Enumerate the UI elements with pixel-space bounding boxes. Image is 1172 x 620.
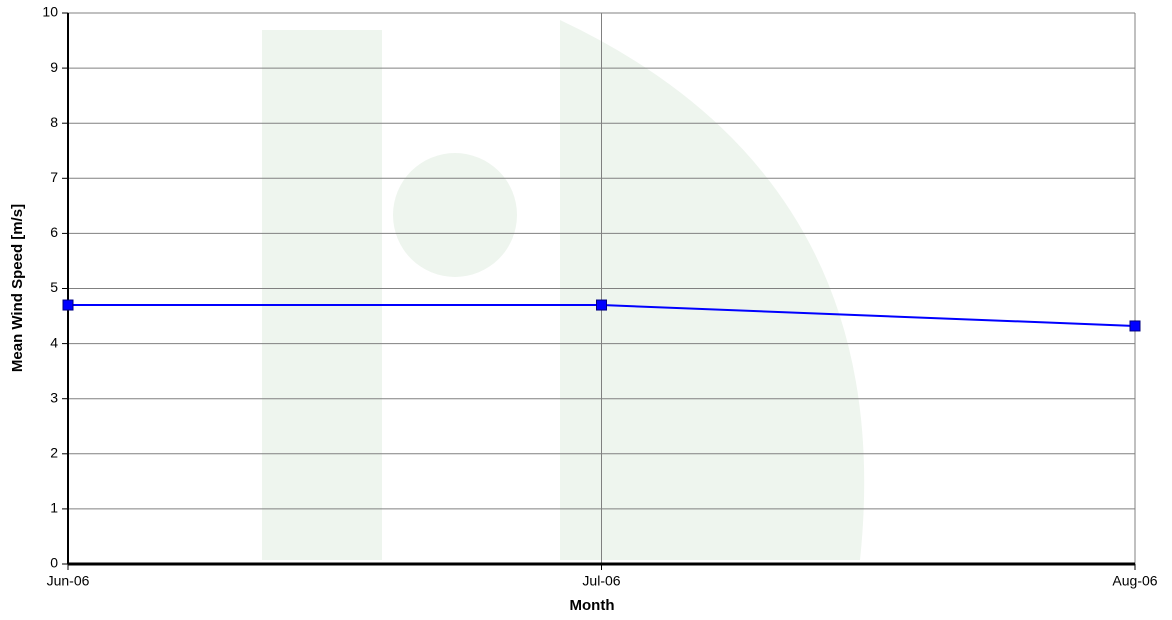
y-tick-label: 7 [50,169,58,185]
y-tick-label: 4 [50,334,58,350]
x-tick-label: Aug-06 [1112,573,1157,589]
data-point [62,299,74,311]
x-tick-label: Jun-06 [47,573,90,589]
y-tick-label: 9 [50,59,58,75]
y-tick-label: 8 [50,114,58,130]
y-tick-label: 2 [50,445,58,461]
data-point [596,299,607,311]
y-tick-label: 5 [50,279,58,295]
data-point [1129,320,1141,332]
x-tick-label: Jul-06 [582,573,620,589]
y-tick-label: 0 [50,555,58,571]
x-axis-title: Month [570,597,615,614]
y-tick-label: 6 [50,224,58,240]
y-axis-title: Mean Wind Speed [m/s] [9,204,26,372]
watermark [262,20,865,560]
y-tick-label: 1 [50,500,58,516]
y-tick-label: 10 [42,4,58,20]
y-tick-label: 3 [50,389,58,405]
